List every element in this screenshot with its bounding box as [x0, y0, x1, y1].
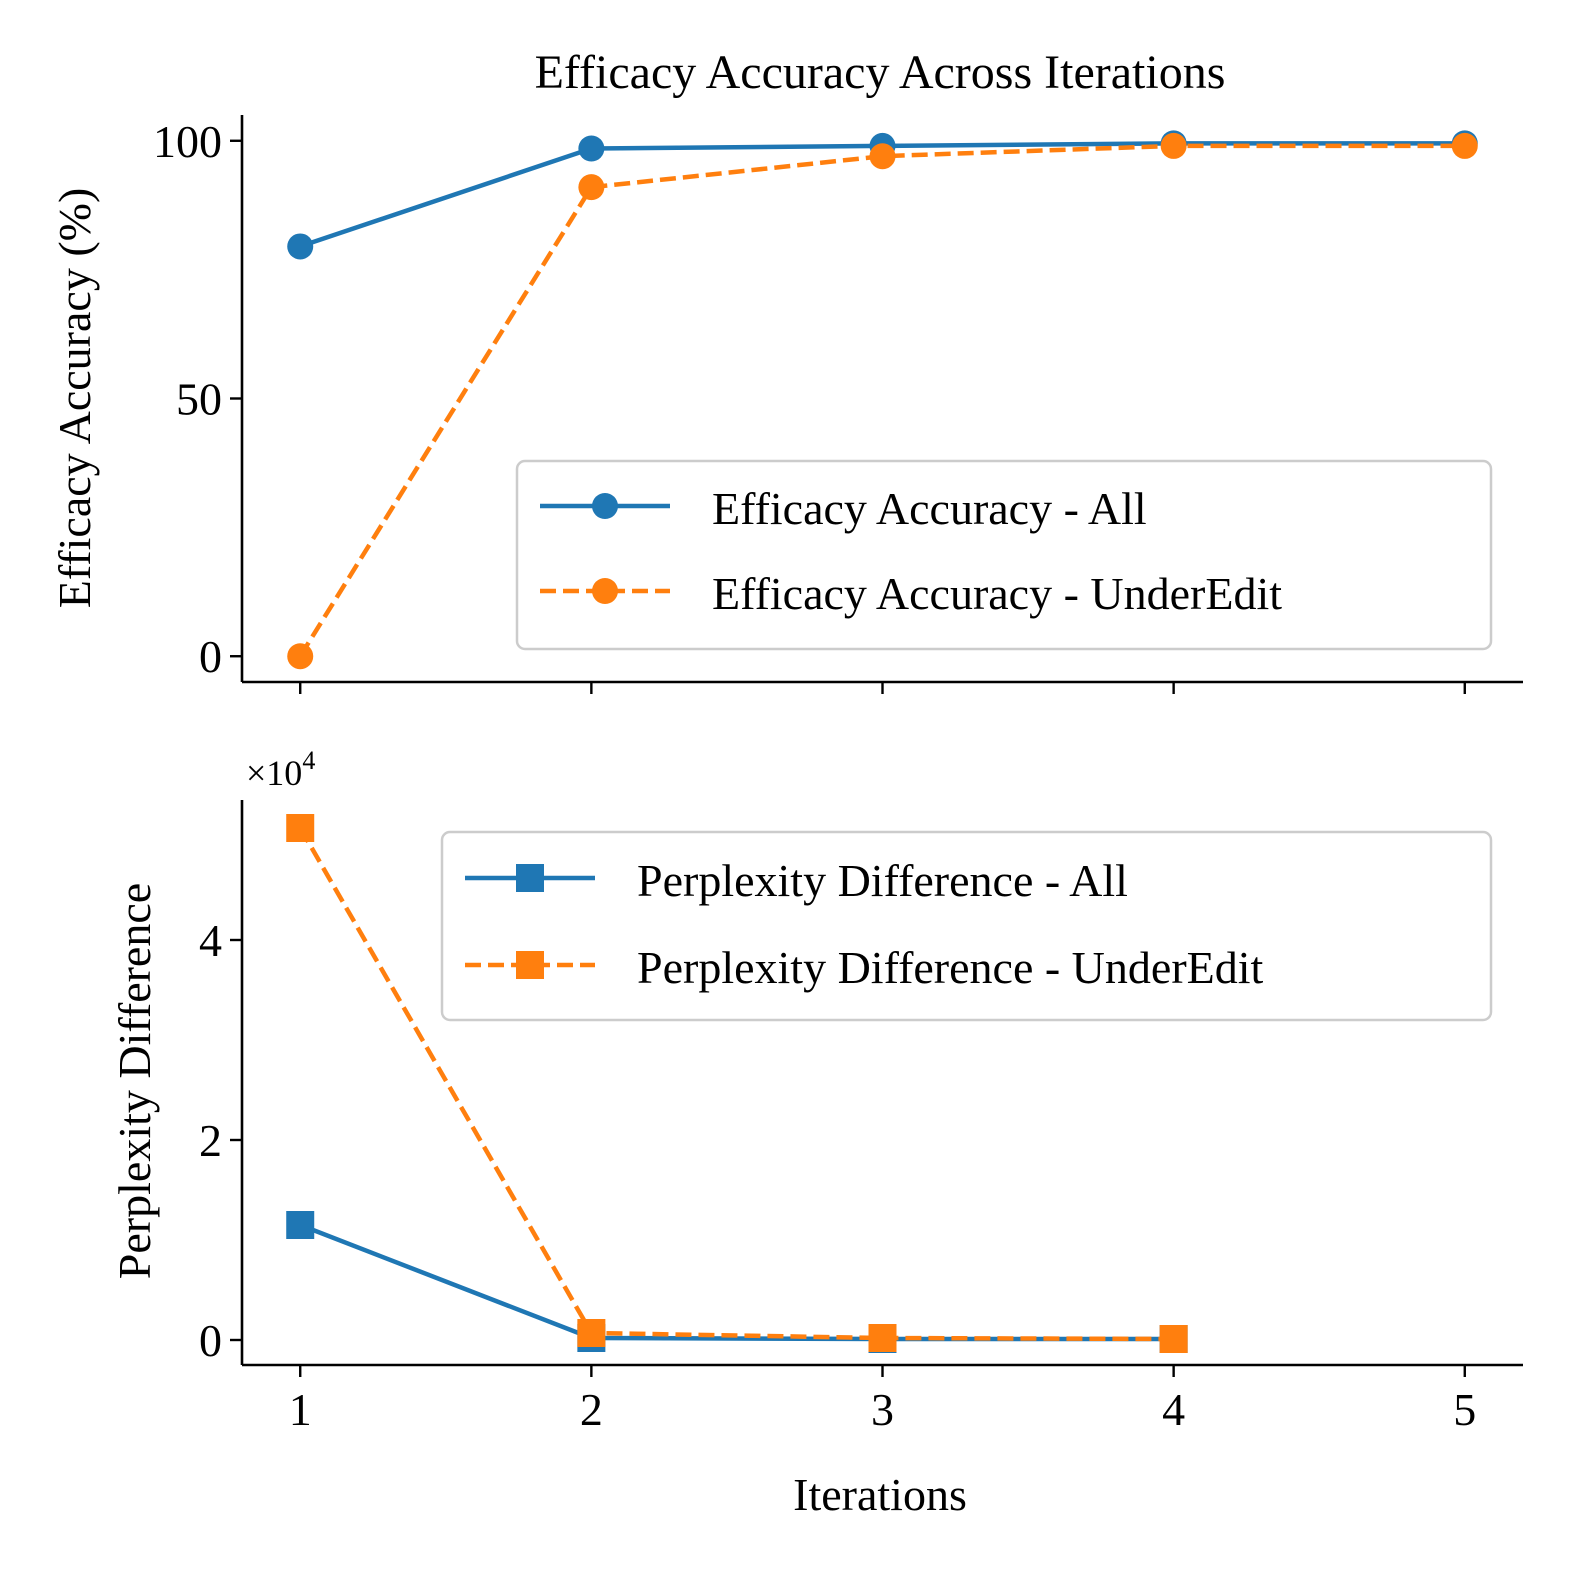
efficacy-y-tick-label: 50	[176, 374, 222, 425]
perplexity-point-underedit-1	[286, 814, 315, 842]
perplexity-point-underedit-4	[1159, 1325, 1188, 1353]
perplexity-legend: Perplexity Difference - All Perplexity D…	[440, 830, 1493, 1022]
perplexity-x-tick-label: 4	[1162, 1384, 1185, 1435]
perplexity-x-tick-label: 5	[1453, 1384, 1476, 1435]
perplexity-y-tick-label: 0	[199, 1315, 222, 1366]
offset-multiplier: ×10	[246, 753, 302, 793]
efficacy-panel: Efficacy Accuracy Across Iterations Effi…	[49, 46, 1523, 694]
efficacy-point-all-2	[578, 135, 605, 162]
efficacy-legend-frame	[515, 459, 1493, 651]
efficacy-series-line-underedit	[298, 143, 1465, 658]
efficacy-legend: Efficacy Accuracy - All Efficacy Accurac…	[515, 459, 1493, 651]
efficacy-y-axis-label: Efficacy Accuracy (%)	[49, 188, 100, 609]
legend-label-efficacy-all: Efficacy Accuracy - All	[712, 483, 1147, 534]
efficacy-point-underedit-5	[1451, 132, 1478, 159]
efficacy-point-underedit-2	[578, 174, 605, 201]
perplexity-offset-text: ×104	[246, 746, 315, 793]
perplexity-x-axis-label: Iterations	[793, 1469, 967, 1520]
offset-exponent: 4	[302, 746, 315, 775]
legend-marker-perplexity-all	[516, 864, 544, 892]
legend-marker-efficacy-underedit	[592, 578, 618, 604]
perplexity-series-line-underedit	[298, 826, 1174, 1342]
legend-label-perplexity-all: Perplexity Difference - All	[637, 855, 1128, 906]
efficacy-point-underedit-1	[287, 643, 314, 670]
legend-marker-perplexity-underedit	[516, 951, 544, 979]
perplexity-x-tick-label: 3	[871, 1384, 894, 1435]
perplexity-series-line-all	[299, 1222, 1174, 1342]
perplexity-x-tick-label: 1	[289, 1384, 312, 1435]
perplexity-point-underedit-2	[577, 1319, 606, 1347]
efficacy-y-tick-label: 100	[153, 116, 222, 167]
efficacy-point-underedit-3	[869, 143, 896, 170]
perplexity-legend-frame	[440, 830, 1493, 1022]
perplexity-y-tick-label: 2	[199, 1115, 222, 1166]
legend-label-efficacy-underedit: Efficacy Accuracy - UnderEdit	[712, 568, 1282, 619]
legend-label-perplexity-underedit: Perplexity Difference - UnderEdit	[637, 942, 1264, 993]
efficacy-point-underedit-4	[1160, 132, 1187, 159]
perplexity-y-axis-label: Perplexity Difference	[109, 883, 160, 1279]
efficacy-y-tick-label: 0	[199, 631, 222, 682]
perplexity-point-underedit-3	[868, 1324, 897, 1352]
efficacy-point-all-1	[287, 233, 314, 260]
efficacy-title: Efficacy Accuracy Across Iterations	[535, 46, 1226, 99]
legend-marker-efficacy-all	[592, 493, 618, 519]
perplexity-point-all-1	[286, 1211, 315, 1239]
perplexity-x-tick-label: 2	[580, 1384, 603, 1435]
perplexity-y-tick-label: 4	[199, 915, 222, 966]
